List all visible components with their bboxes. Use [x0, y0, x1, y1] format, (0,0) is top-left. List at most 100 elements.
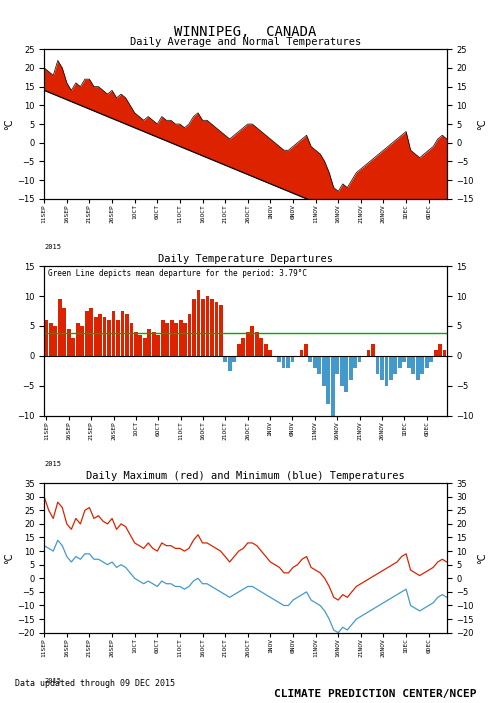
Bar: [206, 296, 209, 356]
Bar: [201, 299, 205, 356]
Bar: [81, 326, 84, 356]
Bar: [407, 356, 410, 368]
Bar: [255, 332, 259, 356]
Bar: [134, 332, 138, 356]
Text: CLIMATE PREDICTION CENTER/NCEP: CLIMATE PREDICTION CENTER/NCEP: [274, 690, 476, 699]
Bar: [107, 320, 111, 356]
Bar: [116, 320, 120, 356]
Bar: [380, 356, 384, 380]
Title: Daily Average and Normal Temperatures: Daily Average and Normal Temperatures: [130, 37, 361, 47]
Bar: [67, 329, 71, 356]
Bar: [76, 323, 80, 356]
Bar: [304, 344, 308, 356]
Bar: [121, 311, 124, 356]
Bar: [313, 356, 317, 368]
Y-axis label: °C: °C: [477, 552, 487, 564]
Text: Data updated through 09 DEC 2015: Data updated through 09 DEC 2015: [15, 678, 175, 688]
Bar: [398, 356, 402, 368]
Bar: [58, 299, 62, 356]
Y-axis label: °C: °C: [477, 118, 487, 130]
Bar: [443, 350, 446, 356]
Bar: [371, 344, 375, 356]
Bar: [219, 305, 223, 356]
Bar: [54, 326, 57, 356]
Text: WINNIPEG,  CANADA: WINNIPEG, CANADA: [174, 25, 317, 39]
Bar: [393, 356, 397, 374]
Bar: [308, 356, 312, 362]
Bar: [317, 356, 321, 374]
Bar: [340, 356, 344, 386]
Bar: [85, 311, 88, 356]
Bar: [98, 314, 102, 356]
Bar: [420, 356, 424, 374]
Bar: [196, 290, 200, 356]
Bar: [170, 320, 174, 356]
Bar: [130, 323, 134, 356]
Bar: [416, 356, 420, 380]
Bar: [322, 356, 326, 386]
Title: Daily Temperature Departures: Daily Temperature Departures: [158, 254, 333, 264]
Bar: [264, 344, 268, 356]
Bar: [438, 344, 442, 356]
Y-axis label: °C: °C: [4, 552, 14, 564]
Bar: [411, 356, 415, 374]
Bar: [331, 356, 335, 427]
Bar: [71, 338, 75, 356]
Bar: [403, 356, 406, 362]
Bar: [103, 317, 107, 356]
Bar: [327, 356, 330, 404]
Bar: [268, 350, 272, 356]
Bar: [94, 317, 98, 356]
Title: Daily Maximum (red) and Minimum (blue) Temperatures: Daily Maximum (red) and Minimum (blue) T…: [86, 471, 405, 481]
Bar: [215, 302, 218, 356]
Bar: [344, 356, 348, 392]
Bar: [286, 356, 290, 368]
Text: Green Line depicts mean departure for the period: 3.79°C: Green Line depicts mean departure for th…: [48, 269, 307, 278]
Bar: [152, 332, 156, 356]
Bar: [237, 344, 241, 356]
Bar: [353, 356, 357, 368]
Bar: [179, 320, 183, 356]
Bar: [389, 356, 393, 380]
Bar: [291, 356, 295, 362]
Bar: [429, 356, 433, 362]
Bar: [174, 323, 178, 356]
Bar: [335, 356, 339, 374]
Bar: [259, 338, 263, 356]
Bar: [183, 323, 187, 356]
Bar: [147, 329, 151, 356]
Bar: [143, 338, 147, 356]
Bar: [250, 326, 254, 356]
Bar: [232, 356, 236, 362]
Bar: [49, 323, 53, 356]
Bar: [223, 356, 227, 362]
Bar: [357, 356, 361, 362]
Bar: [210, 299, 214, 356]
Bar: [246, 332, 249, 356]
Bar: [188, 314, 191, 356]
Bar: [349, 356, 353, 380]
Bar: [125, 314, 129, 356]
Bar: [138, 335, 142, 356]
Bar: [111, 311, 115, 356]
Text: 2015: 2015: [44, 678, 61, 683]
Bar: [367, 350, 370, 356]
Bar: [161, 320, 164, 356]
Bar: [282, 356, 285, 368]
Bar: [277, 356, 281, 362]
Bar: [156, 335, 160, 356]
Bar: [228, 356, 232, 371]
Bar: [384, 356, 388, 386]
Text: 2015: 2015: [44, 460, 61, 467]
Bar: [45, 320, 48, 356]
Bar: [192, 299, 196, 356]
Bar: [376, 356, 380, 374]
Bar: [242, 338, 245, 356]
Bar: [165, 323, 169, 356]
Bar: [425, 356, 429, 368]
Y-axis label: °C: °C: [4, 118, 14, 130]
Bar: [434, 350, 437, 356]
Text: 2015: 2015: [44, 244, 61, 250]
Bar: [89, 308, 93, 356]
Bar: [300, 350, 303, 356]
